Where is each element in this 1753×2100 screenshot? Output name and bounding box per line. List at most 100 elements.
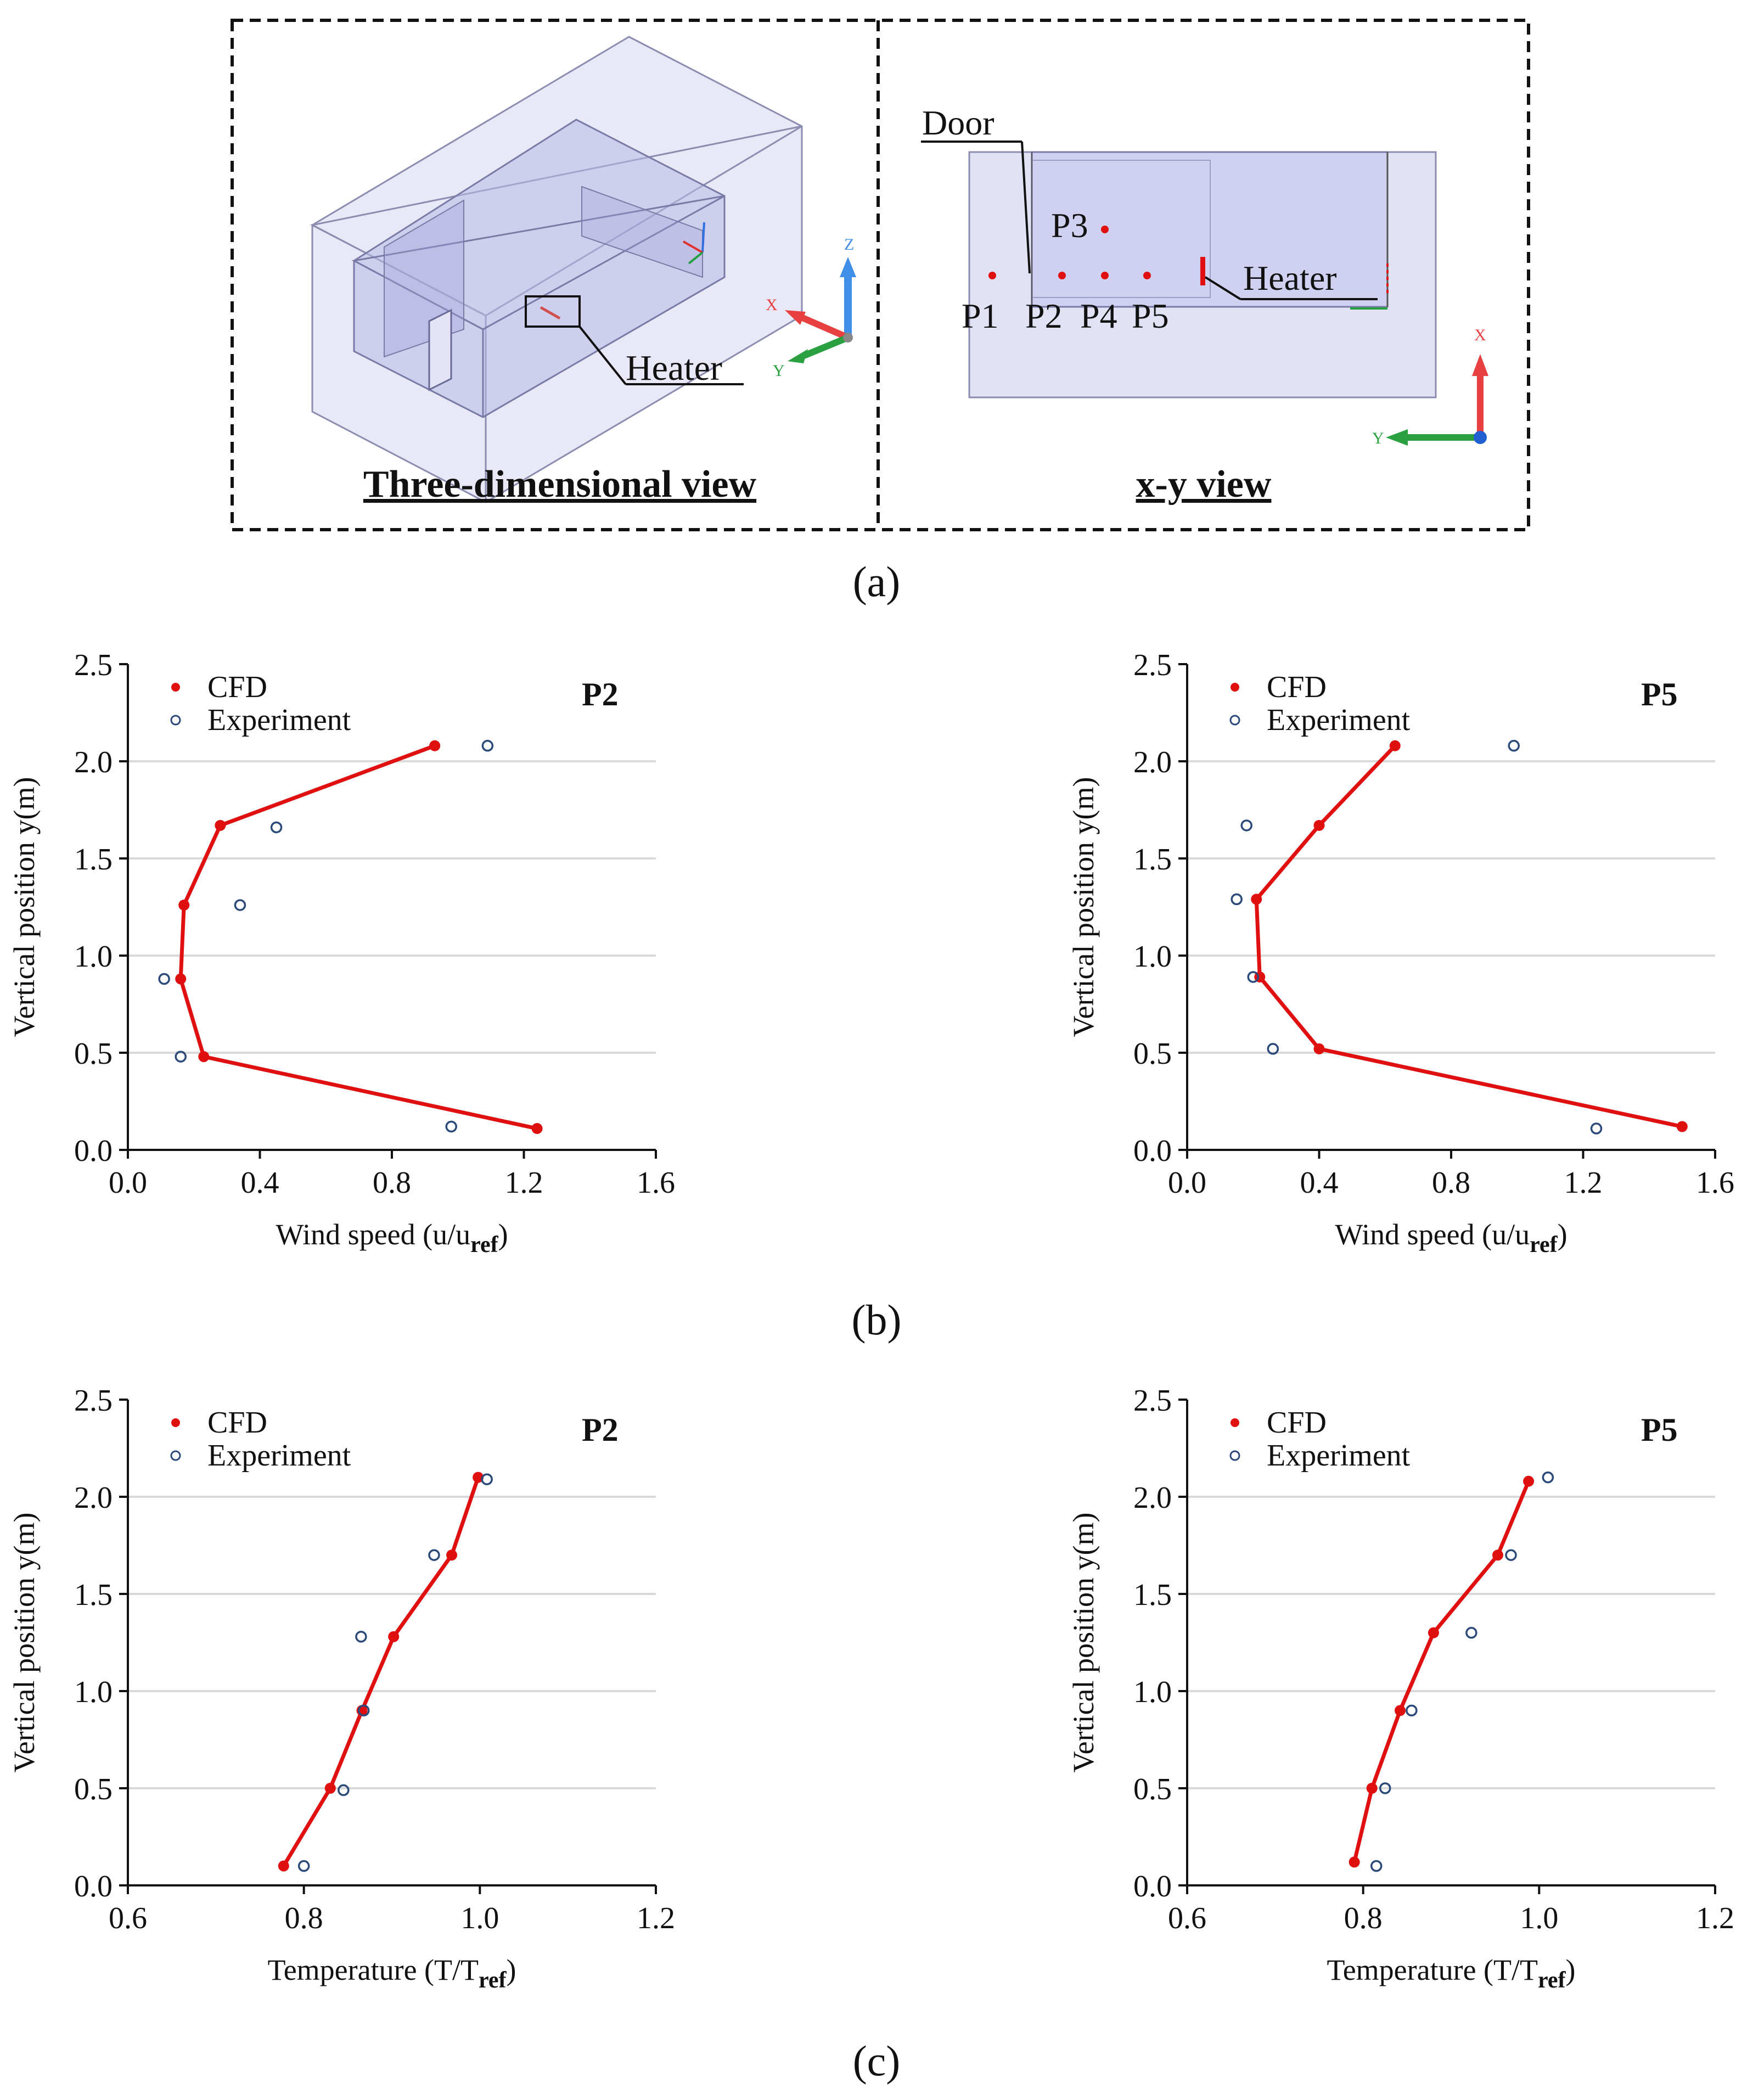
legend-experiment-marker [1229,715,1240,726]
legend-cfd-label: CFD [207,1406,267,1440]
cfd-point [388,1631,400,1642]
axis-triad-xy [1386,354,1488,446]
chart-title: P5 [1641,676,1678,712]
y-tick-label: 0.0 [74,1869,113,1904]
legend-experiment-label: Experiment [207,1439,351,1473]
experiment-point [357,1704,370,1717]
door-label: Door [922,103,995,142]
experiment-point [445,1120,457,1133]
legend-experiment-marker [170,1450,181,1461]
experiment-point [175,1051,187,1063]
y-tick-label: 2.5 [1133,1384,1172,1418]
cfd-point [1313,819,1325,831]
legend-experiment-marker [1229,1450,1240,1461]
legend-experiment-label: Experiment [1267,703,1411,737]
experiment-point [270,821,283,834]
heater-highlight-box [525,295,581,328]
x-tick-label: 1.6 [1696,1166,1734,1200]
experiment-point [338,1784,350,1796]
cfd-point [1389,740,1401,751]
y-tick-label: 0.0 [1133,1869,1172,1904]
legend-cfd-label: CFD [1267,1406,1327,1440]
cfd-point [1428,1627,1439,1638]
cfd-point [446,1549,458,1561]
y-tick-label: 1.0 [1133,1675,1172,1709]
cfd-point [175,973,187,985]
x-tick-label: 0.0 [109,1166,147,1200]
y-tick-label: 0.5 [1133,1772,1172,1806]
legend-cfd-label: CFD [207,670,267,704]
cfd-point [1523,1475,1535,1487]
x-tick-label: 0.4 [241,1166,279,1200]
point-label-p3: P3 [1051,206,1088,245]
x-tick-label: 0.6 [109,1901,147,1935]
xy-view-drawing [921,141,1437,398]
panel-a-frame [231,19,1530,531]
y-tick-label: 1.5 [1133,1578,1172,1612]
y-tick-label: 2.0 [74,745,113,779]
heater-label-3d: Heater [626,348,722,388]
heater-bar-xy [1200,257,1205,285]
point-p2-marker [1058,272,1066,279]
y-axis-label: Vertical position y(m) [1067,1513,1100,1773]
y-tick-label: 0.5 [74,1772,113,1806]
legend-experiment-marker [170,715,181,726]
point-p5-marker [1143,272,1151,279]
caption-c: (c) [852,2037,901,2085]
point-label-p2: P2 [1025,296,1063,335]
point-p1-marker [988,272,996,279]
legend-cfd-marker [171,1418,180,1427]
experiment-point [1231,893,1243,906]
caption-b: (b) [851,1296,902,1344]
cfd-point [1492,1549,1503,1561]
xy-view-title: x-y view [1136,463,1272,506]
cfd-point [278,1860,289,1872]
legend-cfd-label: CFD [1267,670,1327,704]
cfd-line [1352,1480,1531,1863]
legend-experiment-label: Experiment [207,703,351,737]
y-axis-label: Vertical position y(m) [1067,777,1100,1037]
axis-x-label-xy: X [1474,326,1486,344]
y-tick-label: 2.5 [1133,648,1172,682]
y-axis-label: Vertical position y(m) [8,777,41,1037]
axis-y-label-3d: Y [773,362,785,380]
x-tick-label: 1.2 [505,1166,543,1200]
y-tick-label: 1.5 [74,843,113,877]
x-axis-label: Temperature (T/Tref) [1327,1953,1575,1993]
cfd-point [178,899,190,911]
legend-cfd-marker [171,683,180,692]
heater-label-xy: Heater [1243,259,1337,297]
cfd-point [1313,1043,1325,1054]
x-tick-label: 0.8 [1432,1166,1470,1200]
point-p4-marker [1101,272,1109,279]
x-tick-label: 0.8 [285,1901,323,1935]
caption-a: (a) [852,558,901,605]
cfd-point [324,1783,336,1794]
cfd-point [1395,1705,1406,1716]
experiment-point [1247,971,1259,983]
point-label-p4: P4 [1080,296,1117,335]
y-tick-label: 2.0 [1133,1481,1172,1515]
cfd-point [1349,1856,1360,1868]
y-tick-label: 1.5 [1133,843,1172,877]
y-tick-label: 2.0 [1133,745,1172,779]
x-tick-label: 1.2 [1564,1166,1603,1200]
experiment-point [481,1473,493,1485]
experiment-point [1379,1782,1391,1794]
y-tick-label: 0.0 [1133,1134,1172,1168]
experiment-point [1542,1471,1554,1484]
panel-a-geometry: Heater Z X Y Three-dimensional view [231,19,1530,531]
legend-cfd-marker [1231,683,1239,692]
experiment-point [158,973,170,985]
experiment-point [234,899,246,911]
cfd-point [1251,894,1262,905]
experiment-point [1370,1860,1383,1872]
cfd-line [178,744,538,1131]
chart-b-p5: 0.0 0.5 1.0 1.5 2.0 2.5 0.0 0.4 0.8 1.2 1.6 Wind sp… [1067,648,1734,1257]
x-tick-label: 1.6 [637,1166,675,1200]
y-tick-label: 0.0 [74,1134,113,1168]
point-p3-marker [1101,226,1109,233]
experiment-point [1505,1549,1517,1561]
x-tick-label: 1.2 [637,1901,675,1935]
point-label-p5: P5 [1132,296,1169,335]
